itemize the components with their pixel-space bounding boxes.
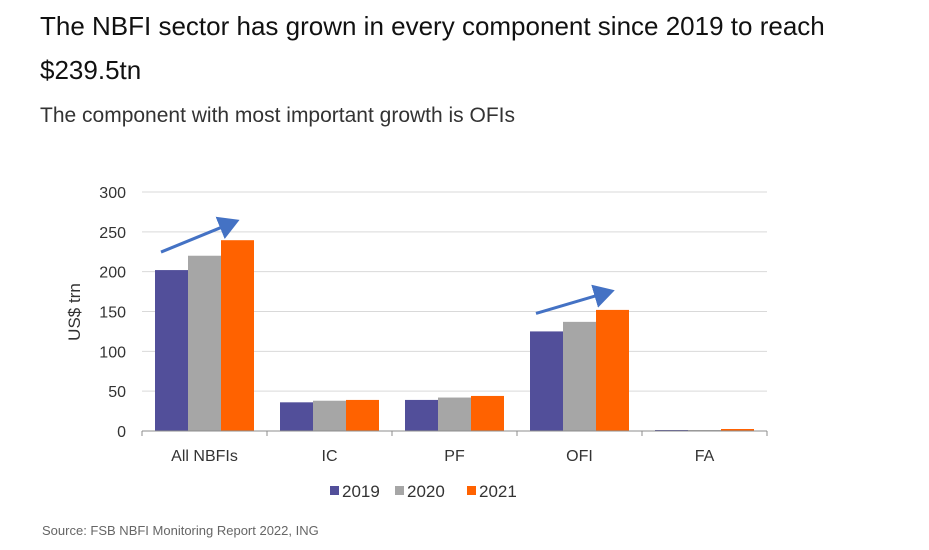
bar-pf-2019 (405, 399, 438, 431)
y-tick-label: 150 (99, 305, 126, 322)
growth-arrow-ofi (535, 284, 615, 315)
bar-ofi-2021 (596, 309, 629, 431)
bar-ofi-2019 (530, 331, 563, 431)
legend-swatch-2021 (467, 486, 476, 495)
y-tick-label: 50 (108, 384, 126, 401)
y-tick-label: 300 (99, 185, 126, 202)
y-tick-label: 200 (99, 265, 126, 282)
bar-pf-2021 (471, 395, 504, 431)
x-category-label: All NBFIs (171, 448, 238, 465)
legend-swatch-2020 (395, 486, 404, 495)
bar-ic-2021 (346, 399, 379, 431)
source-note: Source: FSB NBFI Monitoring Report 2022,… (42, 523, 319, 538)
bar-all-nbfis-2020 (188, 255, 221, 431)
legend-label-2019: 2019 (342, 482, 380, 501)
chart-title: The NBFI sector has grown in every compo… (40, 11, 825, 85)
bar-all-nbfis-2019 (155, 270, 188, 431)
x-axis: All NBFIs IC PF OFI FA (141, 430, 768, 465)
bar-ic-2020 (313, 400, 346, 431)
bar-fa-2021 (721, 429, 754, 431)
bars (155, 240, 754, 431)
legend-label-2021: 2021 (479, 482, 517, 501)
x-category-label: IC (322, 448, 338, 465)
bar-ic-2019 (280, 402, 313, 431)
y-tick-label: 0 (117, 424, 126, 441)
growth-arrow-all-nbfis (160, 216, 240, 254)
legend-label-2020: 2020 (407, 482, 445, 501)
bar-all-nbfis-2021 (221, 240, 254, 431)
y-axis-ticks: 0 50 100 150 200 250 300 (99, 185, 126, 441)
bar-pf-2020 (438, 397, 471, 431)
y-tick-label: 250 (99, 225, 126, 242)
legend: 2019 2020 2021 (330, 482, 517, 501)
bar-ofi-2020 (563, 321, 596, 431)
x-category-label: FA (695, 448, 715, 465)
y-tick-label: 100 (99, 344, 126, 361)
y-axis-title: US$ trn (65, 283, 84, 341)
chart-subtitle: The component with most important growth… (40, 104, 516, 127)
x-category-label: OFI (566, 448, 593, 465)
annotations (160, 216, 615, 315)
x-category-label: PF (444, 448, 465, 465)
legend-swatch-2019 (330, 486, 339, 495)
